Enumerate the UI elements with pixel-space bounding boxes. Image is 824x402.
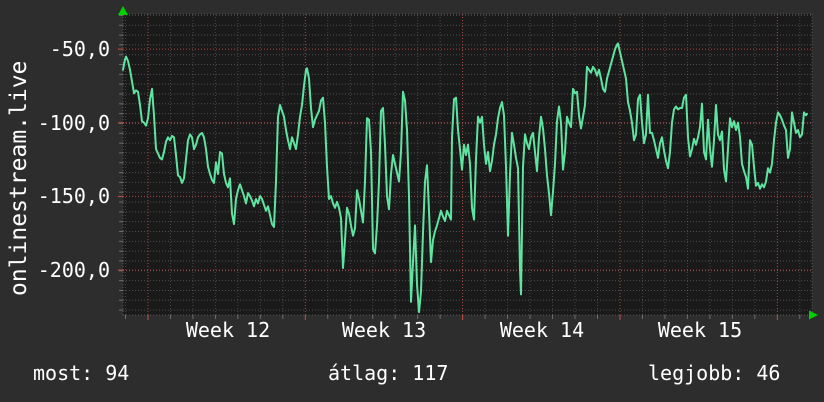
plot-background: [123, 14, 812, 315]
y-axis-label: -200,0: [37, 258, 110, 282]
x-axis-label: Week 14: [499, 318, 585, 342]
stat-best: legjobb: 46: [648, 361, 781, 385]
stat-most: most: 94: [33, 361, 130, 385]
y-axis-label: -50,0: [49, 37, 110, 61]
y-axis-label: -100,0: [37, 111, 110, 135]
series-line: [122, 42, 808, 314]
stat-average: átlag: 117: [328, 361, 449, 385]
y-axis-label: -150,0: [37, 184, 110, 208]
x-axis-label: Week 13: [341, 318, 427, 342]
x-axis-label: Week 12: [185, 318, 271, 342]
x-axis-arrow-icon: [809, 310, 818, 320]
x-axis-label: Week 15: [657, 318, 743, 342]
y-axis-arrow-icon: [118, 6, 128, 15]
